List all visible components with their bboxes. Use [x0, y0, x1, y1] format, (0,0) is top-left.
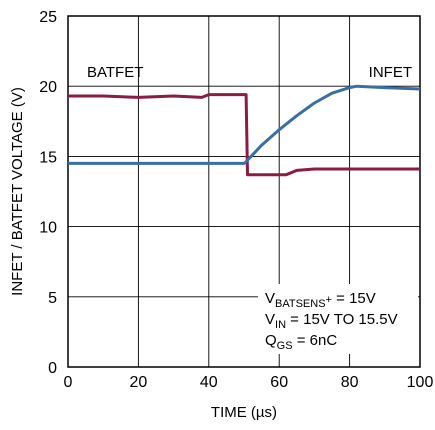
y-axis-title: INFET / BATFET VOLTAGE (V): [9, 87, 26, 296]
tick-labels: 0 20 40 60 80 100 0 5 10 15 20 25: [39, 9, 433, 391]
x-tick-label: 80: [341, 374, 359, 391]
infet-label: INFET: [369, 64, 412, 81]
x-tick-label: 0: [64, 374, 73, 391]
y-tick-label: 5: [48, 290, 57, 307]
y-tick-label: 0: [48, 360, 57, 377]
series-line-batfet: [68, 93, 420, 177]
grid: [68, 16, 420, 367]
batfet-label: BATFET: [87, 64, 143, 81]
y-tick-label: 20: [39, 79, 57, 96]
x-tick-label: 100: [407, 374, 434, 391]
series-group: [68, 84, 421, 177]
annotation-vin: VIN = 15V TO 15.5V: [265, 311, 398, 331]
series-line-infet: [68, 84, 421, 165]
annotation-vbatsens: VBATSENS+ = 15V: [265, 290, 376, 310]
annotation-qgs: QGS = 6nC: [265, 332, 337, 352]
y-tick-label: 10: [39, 220, 57, 237]
x-tick-label: 20: [130, 374, 148, 391]
x-tick-label: 40: [200, 374, 218, 391]
conditions-annotation: VBATSENS+ = 15V VIN = 15V TO 15.5V QGS =…: [258, 284, 418, 354]
x-axis-title: TIME (µs): [211, 404, 277, 421]
x-tick-label: 60: [270, 374, 288, 391]
y-tick-label: 25: [39, 9, 57, 26]
plot-frame: [67, 15, 421, 368]
y-tick-label: 15: [39, 149, 57, 166]
